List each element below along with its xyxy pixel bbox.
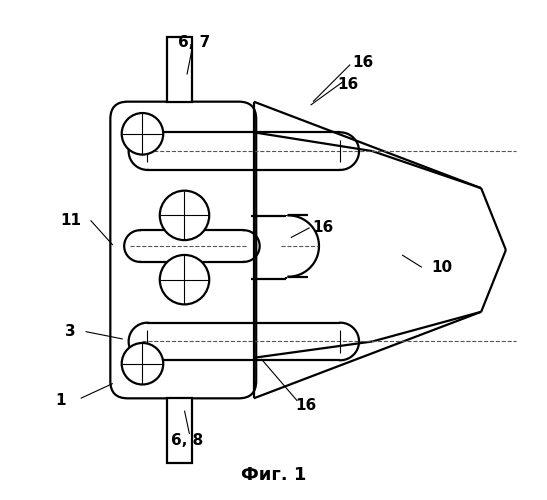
Circle shape bbox=[121, 343, 163, 384]
Circle shape bbox=[121, 113, 163, 154]
Text: Фиг. 1: Фиг. 1 bbox=[241, 466, 306, 484]
Circle shape bbox=[160, 190, 209, 240]
Text: 6, 7: 6, 7 bbox=[178, 35, 211, 50]
Text: 1: 1 bbox=[56, 394, 66, 408]
Text: 10: 10 bbox=[431, 260, 452, 275]
FancyBboxPatch shape bbox=[110, 102, 256, 399]
Bar bbox=[167, 38, 192, 102]
Text: 16: 16 bbox=[337, 77, 358, 92]
Text: 16: 16 bbox=[352, 54, 373, 70]
Circle shape bbox=[160, 255, 209, 304]
Text: 16: 16 bbox=[295, 398, 316, 413]
Text: 3: 3 bbox=[66, 324, 76, 339]
Text: 16: 16 bbox=[312, 220, 334, 236]
Text: 11: 11 bbox=[60, 213, 82, 228]
Bar bbox=[167, 398, 192, 462]
Text: 6, 8: 6, 8 bbox=[171, 433, 203, 448]
